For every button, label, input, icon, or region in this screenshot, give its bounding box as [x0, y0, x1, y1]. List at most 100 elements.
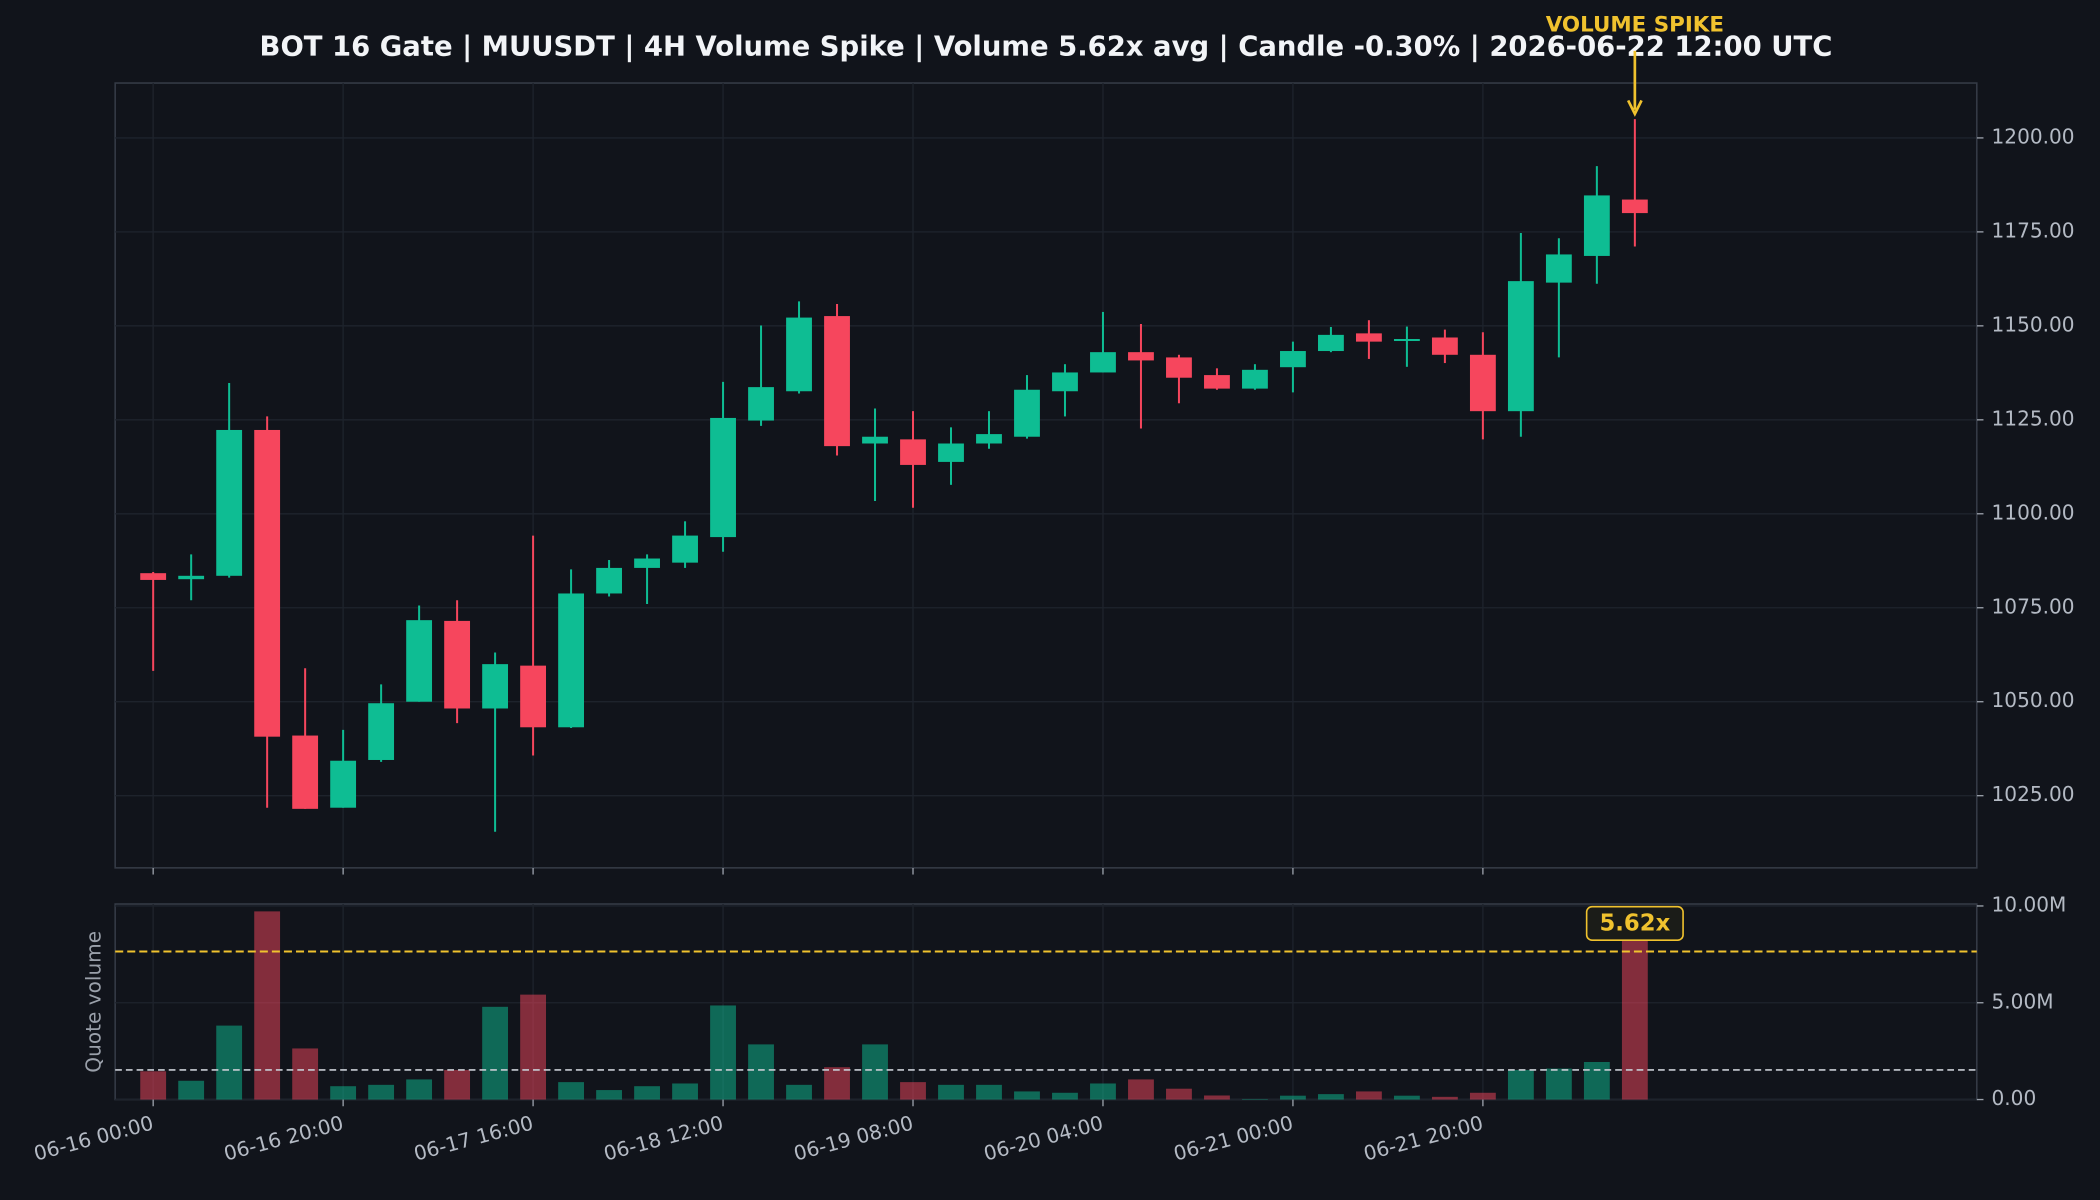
volume-bar	[140, 1071, 167, 1100]
chart-title: BOT 16 Gate | MUUSDT | 4H Volume Spike |…	[260, 32, 1833, 63]
volume-bar	[1621, 933, 1648, 1100]
candle-body	[1318, 334, 1344, 352]
candle-body	[938, 443, 964, 462]
candle-body	[1507, 281, 1534, 412]
volume-bar	[824, 1067, 850, 1100]
candle-body	[406, 620, 433, 702]
y-tick-label: 1200.00	[1992, 124, 2075, 148]
candle-body	[444, 620, 471, 709]
volume-bar	[1393, 1095, 1420, 1100]
volume-bar	[1014, 1091, 1040, 1100]
candle-body	[596, 567, 622, 594]
badge-label: 5.62x	[1599, 911, 1670, 937]
candle-body	[140, 573, 167, 580]
volume-bar	[1280, 1095, 1306, 1100]
volume-bar	[368, 1084, 395, 1100]
annotation: VOLUME SPIKE	[1546, 12, 1724, 37]
volume-bar	[1242, 1098, 1268, 1100]
volume-bar	[672, 1083, 698, 1100]
volume-bar	[596, 1090, 622, 1100]
candle-body	[482, 664, 509, 709]
volume-bar	[1583, 1061, 1610, 1100]
y-tick-label: 1125.00	[1992, 406, 2075, 430]
candle-body	[1204, 375, 1230, 389]
candle-body	[1583, 195, 1610, 256]
candle-body	[710, 417, 736, 538]
candle-body	[1242, 369, 1268, 389]
candle-body	[1128, 352, 1154, 361]
volume-bar	[482, 1006, 509, 1100]
volume-bar	[254, 911, 281, 1100]
candle-body	[216, 429, 243, 576]
candle-body	[672, 535, 698, 563]
volume-bar	[178, 1080, 205, 1100]
candle-body	[976, 434, 1002, 444]
volume-bar	[292, 1048, 319, 1100]
candle-body	[178, 575, 205, 580]
candle-body	[520, 665, 547, 728]
candle-body	[1545, 254, 1572, 283]
volume-bar	[444, 1069, 471, 1100]
volume-bar	[1545, 1068, 1572, 1100]
volume-bar	[330, 1086, 357, 1100]
candle-body	[330, 760, 357, 808]
candle-body	[368, 703, 395, 760]
candle-body	[1280, 351, 1306, 368]
y-tick-label: 10.00M	[1992, 892, 2067, 916]
y-tick-label: 1075.00	[1992, 594, 2075, 618]
volume-bar	[1166, 1088, 1192, 1100]
volume-bar	[520, 994, 547, 1100]
y-tick-label: 0.00	[1992, 1086, 2037, 1110]
volume-bar	[1128, 1079, 1154, 1100]
volume-bar	[1431, 1096, 1458, 1100]
candle-body	[786, 317, 812, 392]
candle-body	[1090, 352, 1116, 373]
volume-bar	[406, 1079, 433, 1100]
volume-bar	[862, 1044, 888, 1100]
volume-bar	[710, 1005, 736, 1100]
y-tick-label: 1025.00	[1992, 782, 2075, 806]
candle-body	[634, 558, 660, 568]
volume-bar	[634, 1086, 660, 1100]
volume-bar	[1507, 1069, 1534, 1100]
y-axis-label: Quote volume	[82, 931, 106, 1073]
y-tick-label: 5.00M	[1992, 989, 2054, 1013]
candle-body	[1621, 199, 1648, 214]
candle-body	[900, 439, 926, 465]
volume-bar	[938, 1084, 964, 1100]
volume-bar	[216, 1025, 243, 1100]
volume-bar	[786, 1084, 812, 1100]
annotation-arrowhead	[1626, 99, 1643, 117]
y-tick-label: 1175.00	[1992, 218, 2075, 242]
volume-bar	[1052, 1092, 1078, 1100]
candle-body	[1469, 354, 1496, 412]
volume-bar	[1090, 1083, 1116, 1100]
candle-body	[824, 316, 850, 447]
candle-body	[1052, 372, 1078, 392]
candle-body	[1166, 357, 1192, 378]
badge-box	[1585, 905, 1684, 941]
candle-body	[1393, 339, 1420, 342]
volume-bar	[558, 1082, 584, 1100]
y-tick-label: 1050.00	[1992, 688, 2075, 712]
volume-bar	[1318, 1094, 1344, 1100]
volume-bar	[976, 1084, 1002, 1100]
volume-bar	[1355, 1091, 1382, 1100]
volume-bar	[1469, 1092, 1496, 1100]
volume-bar	[748, 1044, 774, 1100]
candle-body	[862, 436, 888, 444]
candle-body	[1355, 333, 1382, 342]
plot-area	[114, 82, 1978, 869]
candle-body	[254, 429, 281, 737]
y-tick-label: 1150.00	[1992, 312, 2075, 336]
candle-body	[292, 735, 319, 809]
volume-bar	[900, 1082, 926, 1100]
candle-body	[1431, 337, 1458, 355]
candle-body	[558, 593, 584, 728]
y-tick-label: 1100.00	[1992, 500, 2075, 524]
volume-bar	[1204, 1095, 1230, 1100]
candle-body	[748, 387, 774, 421]
candle-body	[1014, 389, 1040, 437]
